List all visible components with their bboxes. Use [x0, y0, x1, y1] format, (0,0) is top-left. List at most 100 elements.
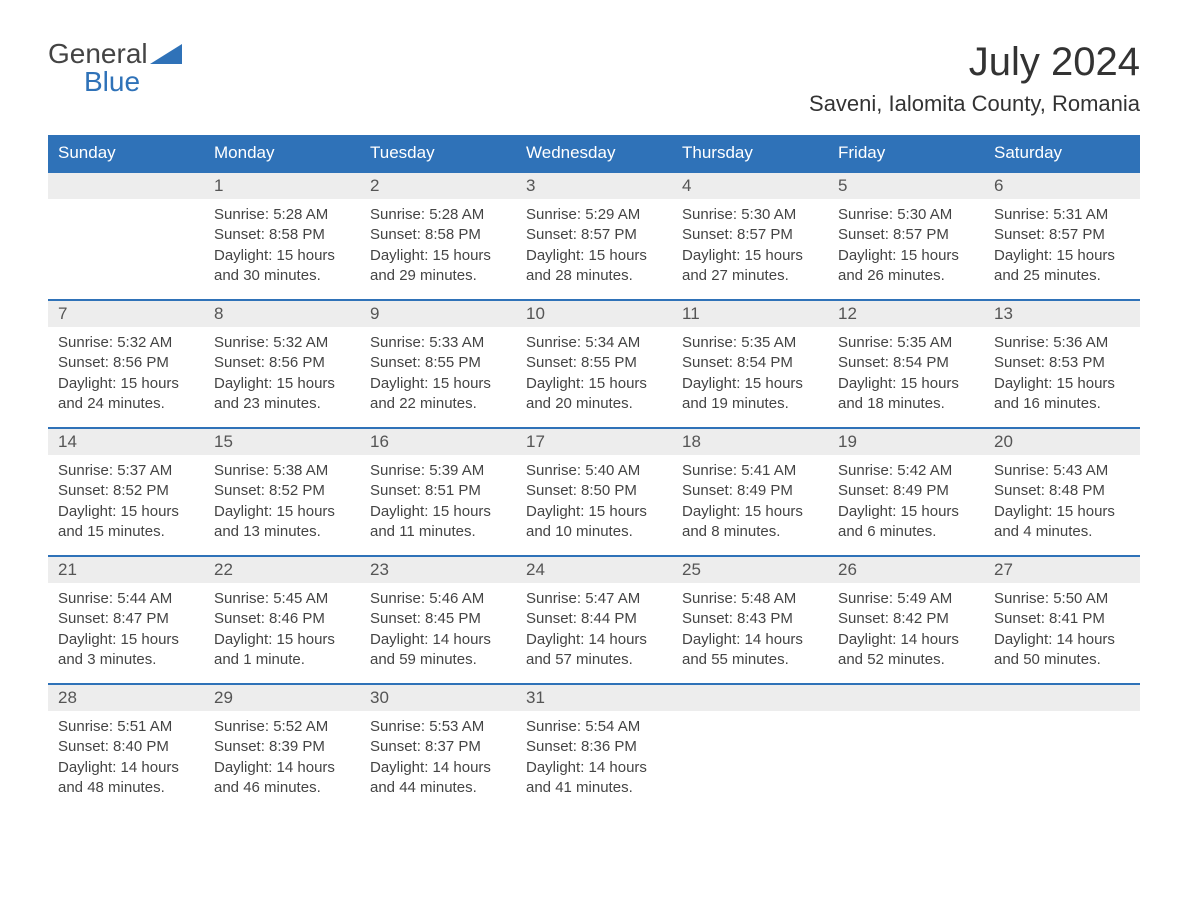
calendar-day-cell	[48, 171, 204, 299]
calendar-day-cell: 29Sunrise: 5:52 AMSunset: 8:39 PMDayligh…	[204, 683, 360, 811]
day-details: Sunrise: 5:43 AMSunset: 8:48 PMDaylight:…	[984, 455, 1140, 546]
sunrise-text: Sunrise: 5:33 AM	[370, 333, 506, 353]
calendar-day-cell: 4Sunrise: 5:30 AMSunset: 8:57 PMDaylight…	[672, 171, 828, 299]
calendar-day-cell: 22Sunrise: 5:45 AMSunset: 8:46 PMDayligh…	[204, 555, 360, 683]
calendar-day-cell: 7Sunrise: 5:32 AMSunset: 8:56 PMDaylight…	[48, 299, 204, 427]
calendar-day-cell: 9Sunrise: 5:33 AMSunset: 8:55 PMDaylight…	[360, 299, 516, 427]
calendar-day-cell: 2Sunrise: 5:28 AMSunset: 8:58 PMDaylight…	[360, 171, 516, 299]
sunset-text: Sunset: 8:57 PM	[682, 225, 818, 245]
daylight-text-2: and 22 minutes.	[370, 394, 506, 414]
sunset-text: Sunset: 8:54 PM	[838, 353, 974, 373]
sunset-text: Sunset: 8:46 PM	[214, 609, 350, 629]
day-number: 8	[204, 299, 360, 327]
daylight-text-1: Daylight: 15 hours	[370, 374, 506, 394]
calendar-day-cell: 23Sunrise: 5:46 AMSunset: 8:45 PMDayligh…	[360, 555, 516, 683]
daylight-text-2: and 11 minutes.	[370, 522, 506, 542]
day-details: Sunrise: 5:35 AMSunset: 8:54 PMDaylight:…	[828, 327, 984, 418]
logo-triangle-icon	[150, 44, 182, 64]
day-details: Sunrise: 5:51 AMSunset: 8:40 PMDaylight:…	[48, 711, 204, 802]
sunset-text: Sunset: 8:48 PM	[994, 481, 1130, 501]
daylight-text-2: and 8 minutes.	[682, 522, 818, 542]
sunset-text: Sunset: 8:45 PM	[370, 609, 506, 629]
day-details: Sunrise: 5:30 AMSunset: 8:57 PMDaylight:…	[828, 199, 984, 290]
sunrise-text: Sunrise: 5:51 AM	[58, 717, 194, 737]
sunset-text: Sunset: 8:41 PM	[994, 609, 1130, 629]
sunrise-text: Sunrise: 5:45 AM	[214, 589, 350, 609]
day-details: Sunrise: 5:33 AMSunset: 8:55 PMDaylight:…	[360, 327, 516, 418]
weekday-header: Monday	[204, 135, 360, 171]
day-number: 16	[360, 427, 516, 455]
daylight-text-2: and 15 minutes.	[58, 522, 194, 542]
daylight-text-2: and 6 minutes.	[838, 522, 974, 542]
calendar-day-cell: 30Sunrise: 5:53 AMSunset: 8:37 PMDayligh…	[360, 683, 516, 811]
page-title: July 2024	[809, 40, 1140, 85]
calendar-day-cell	[672, 683, 828, 811]
daylight-text-1: Daylight: 15 hours	[526, 374, 662, 394]
daylight-text-1: Daylight: 15 hours	[682, 502, 818, 522]
sunrise-text: Sunrise: 5:30 AM	[682, 205, 818, 225]
sunrise-text: Sunrise: 5:38 AM	[214, 461, 350, 481]
day-details: Sunrise: 5:39 AMSunset: 8:51 PMDaylight:…	[360, 455, 516, 546]
sunset-text: Sunset: 8:47 PM	[58, 609, 194, 629]
day-number: 28	[48, 683, 204, 711]
weekday-header: Wednesday	[516, 135, 672, 171]
day-number: 2	[360, 171, 516, 199]
weekday-header: Tuesday	[360, 135, 516, 171]
daylight-text-1: Daylight: 15 hours	[682, 246, 818, 266]
day-number: 13	[984, 299, 1140, 327]
day-details: Sunrise: 5:28 AMSunset: 8:58 PMDaylight:…	[360, 199, 516, 290]
daylight-text-1: Daylight: 14 hours	[838, 630, 974, 650]
calendar-day-cell: 27Sunrise: 5:50 AMSunset: 8:41 PMDayligh…	[984, 555, 1140, 683]
sunrise-text: Sunrise: 5:35 AM	[682, 333, 818, 353]
daylight-text-1: Daylight: 15 hours	[526, 502, 662, 522]
daylight-text-1: Daylight: 15 hours	[214, 502, 350, 522]
daylight-text-2: and 46 minutes.	[214, 778, 350, 798]
daylight-text-2: and 55 minutes.	[682, 650, 818, 670]
day-number: 6	[984, 171, 1140, 199]
daylight-text-2: and 41 minutes.	[526, 778, 662, 798]
sunset-text: Sunset: 8:52 PM	[58, 481, 194, 501]
sunrise-text: Sunrise: 5:29 AM	[526, 205, 662, 225]
weekday-header: Sunday	[48, 135, 204, 171]
day-number: 29	[204, 683, 360, 711]
sunrise-text: Sunrise: 5:49 AM	[838, 589, 974, 609]
calendar-day-cell: 12Sunrise: 5:35 AMSunset: 8:54 PMDayligh…	[828, 299, 984, 427]
daylight-text-2: and 27 minutes.	[682, 266, 818, 286]
daylight-text-2: and 19 minutes.	[682, 394, 818, 414]
daylight-text-1: Daylight: 15 hours	[58, 374, 194, 394]
logo: General Blue	[48, 40, 182, 96]
day-details: Sunrise: 5:28 AMSunset: 8:58 PMDaylight:…	[204, 199, 360, 290]
day-details: Sunrise: 5:38 AMSunset: 8:52 PMDaylight:…	[204, 455, 360, 546]
day-details: Sunrise: 5:35 AMSunset: 8:54 PMDaylight:…	[672, 327, 828, 418]
sunset-text: Sunset: 8:36 PM	[526, 737, 662, 757]
sunrise-text: Sunrise: 5:32 AM	[214, 333, 350, 353]
calendar-day-cell: 5Sunrise: 5:30 AMSunset: 8:57 PMDaylight…	[828, 171, 984, 299]
day-details: Sunrise: 5:34 AMSunset: 8:55 PMDaylight:…	[516, 327, 672, 418]
sunrise-text: Sunrise: 5:46 AM	[370, 589, 506, 609]
daylight-text-1: Daylight: 14 hours	[58, 758, 194, 778]
daylight-text-1: Daylight: 15 hours	[214, 630, 350, 650]
day-details: Sunrise: 5:48 AMSunset: 8:43 PMDaylight:…	[672, 583, 828, 674]
daylight-text-2: and 20 minutes.	[526, 394, 662, 414]
daylight-text-1: Daylight: 14 hours	[526, 630, 662, 650]
daylight-text-2: and 57 minutes.	[526, 650, 662, 670]
sunset-text: Sunset: 8:42 PM	[838, 609, 974, 629]
sunrise-text: Sunrise: 5:41 AM	[682, 461, 818, 481]
calendar-day-cell	[984, 683, 1140, 811]
calendar-day-cell: 18Sunrise: 5:41 AMSunset: 8:49 PMDayligh…	[672, 427, 828, 555]
sunset-text: Sunset: 8:53 PM	[994, 353, 1130, 373]
title-block: July 2024 Saveni, Ialomita County, Roman…	[809, 40, 1140, 117]
day-number: 20	[984, 427, 1140, 455]
daylight-text-1: Daylight: 15 hours	[58, 502, 194, 522]
calendar-day-cell: 26Sunrise: 5:49 AMSunset: 8:42 PMDayligh…	[828, 555, 984, 683]
calendar-week-row: 21Sunrise: 5:44 AMSunset: 8:47 PMDayligh…	[48, 555, 1140, 683]
daylight-text-1: Daylight: 15 hours	[526, 246, 662, 266]
day-number: 5	[828, 171, 984, 199]
daylight-text-2: and 48 minutes.	[58, 778, 194, 798]
sunset-text: Sunset: 8:57 PM	[994, 225, 1130, 245]
calendar-day-cell: 17Sunrise: 5:40 AMSunset: 8:50 PMDayligh…	[516, 427, 672, 555]
sunrise-text: Sunrise: 5:28 AM	[214, 205, 350, 225]
daylight-text-2: and 16 minutes.	[994, 394, 1130, 414]
sunset-text: Sunset: 8:51 PM	[370, 481, 506, 501]
day-number: 27	[984, 555, 1140, 583]
